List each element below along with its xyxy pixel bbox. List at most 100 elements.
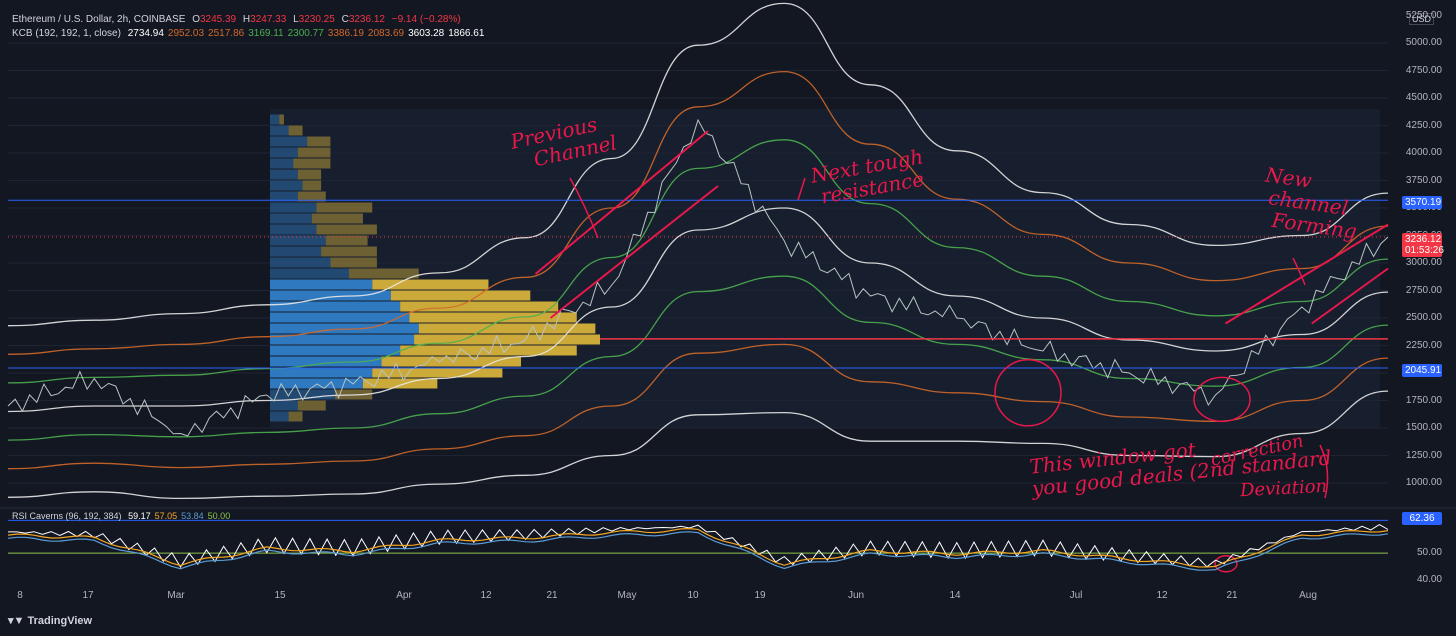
- kcb-lower-3: [7, 390, 1389, 500]
- volume-bar-up: [270, 136, 308, 147]
- price-tick-label: 3000.00: [1405, 257, 1442, 268]
- volume-bar-down: [297, 169, 322, 180]
- rsi-header: RSI Caverns (96, 192, 384) 59.17 57.05 53.…: [12, 511, 238, 521]
- kcb-value: 3386.19: [327, 28, 364, 39]
- time-tick-label: 21: [1226, 590, 1238, 601]
- high-value: H3247.33: [242, 14, 287, 25]
- volume-bar-up: [270, 312, 410, 323]
- level-high-badge: 3570.19: [1402, 196, 1442, 209]
- volume-bar-up: [270, 356, 382, 367]
- price-tick-label: 1500.00: [1405, 422, 1442, 433]
- volume-bar-up: [270, 169, 298, 180]
- arrow-previous: [569, 177, 599, 239]
- volume-bar-up: [270, 345, 401, 356]
- volume-bar-down: [372, 279, 489, 290]
- rsi-value: 50.00: [207, 511, 231, 521]
- price-tick-label: 5250.00: [1405, 9, 1442, 21]
- volume-bar-down: [325, 235, 368, 246]
- volume-bar-down: [381, 356, 521, 367]
- price-tick-label: 1250.00: [1405, 449, 1442, 461]
- price-tick-label: 4250.00: [1405, 119, 1442, 131]
- price-tick-label: 2250.00: [1405, 339, 1442, 351]
- kcb-value: 1866.61: [448, 28, 485, 39]
- volume-bar-down: [400, 301, 559, 312]
- rsi-value: 59.17: [128, 511, 151, 521]
- annotation-new-channel: New channel Forming: [1257, 162, 1359, 244]
- volume-bar-down: [279, 114, 284, 125]
- time-tick-label: Apr: [396, 590, 412, 601]
- rsi-value: 53.84: [181, 511, 204, 521]
- volume-bar-down: [316, 224, 377, 235]
- symbol-header: Ethereum / U.S. Dollar, 2h, COINBASE O32…: [12, 14, 465, 25]
- indicator-name[interactable]: KCB (192, 192, 1, close): [12, 28, 121, 39]
- time-tick-label: Jun: [847, 590, 865, 601]
- volume-bar-down: [297, 400, 326, 411]
- arrow-new: [1292, 257, 1306, 286]
- volume-bar-up: [270, 224, 317, 235]
- countdown: 01:53:26: [1405, 245, 1444, 256]
- volume-bar-down: [362, 378, 438, 389]
- volume-bar-down: [349, 268, 419, 279]
- volume-bar-up: [270, 235, 326, 246]
- volume-bar-down: [418, 323, 596, 334]
- symbol-title[interactable]: Ethereum / U.S. Dollar, 2h, COINBASE: [12, 14, 186, 25]
- price-tick-label: 2750.00: [1405, 284, 1442, 296]
- volume-bar-down: [409, 312, 577, 323]
- price-line: [7, 118, 1389, 437]
- price-tick-label: 1750.00: [1405, 394, 1442, 406]
- volume-bar-up: [270, 257, 331, 268]
- volume-bar-down: [390, 290, 531, 301]
- time-tick-label: 12: [480, 590, 492, 601]
- volume-bar-down: [302, 180, 322, 191]
- price-tick-label: 4000.00: [1405, 147, 1442, 158]
- kcb-value: 3603.28: [408, 28, 445, 39]
- open-value: O3245.39: [192, 14, 237, 25]
- brand-label: TradingView: [27, 615, 93, 627]
- volume-bar-up: [270, 180, 303, 191]
- new-channel-lower: [1311, 267, 1389, 325]
- volume-bar-up: [270, 191, 298, 202]
- tradingview-logo[interactable]: ▾▼ TradingView: [8, 614, 92, 627]
- volume-bar-down: [307, 136, 331, 147]
- deal-circle-1: [994, 359, 1062, 427]
- volume-bar-down: [400, 345, 577, 356]
- time-tick-label: 12: [1156, 590, 1168, 601]
- arrow-next: [797, 177, 806, 201]
- rsi-line-1: [7, 527, 1389, 568]
- annotation-deviation: Deviation: [1239, 475, 1328, 502]
- bracket-deviation: [1319, 444, 1329, 499]
- volume-bar-up: [270, 147, 298, 158]
- volume-bar-up: [270, 213, 312, 224]
- kcb-value: 2300.77: [287, 28, 324, 39]
- time-tick-label: 21: [546, 590, 558, 601]
- volume-bar-down: [297, 147, 331, 158]
- rsi-level-badge: 62.36: [1402, 512, 1442, 525]
- rsi-circle: [1214, 555, 1238, 573]
- rsi-value: 57.05: [154, 511, 178, 521]
- change-value: −9.14 (−0.28%): [391, 14, 461, 25]
- kcb-value: 2517.86: [208, 28, 245, 39]
- deal-circle-2: [1193, 376, 1251, 423]
- rsi-line-2: [7, 531, 1389, 571]
- time-tick-label: 19: [754, 590, 766, 601]
- previous-channel-lower: [549, 185, 719, 319]
- volume-bar-down: [288, 411, 303, 422]
- rsi-tick-label: 40.00: [1416, 573, 1442, 585]
- kcb-upper-2: [7, 70, 1389, 355]
- volume-bar-down: [321, 246, 377, 257]
- volume-bar-up: [270, 378, 363, 389]
- kcb-value: 2083.69: [367, 28, 405, 39]
- low-value: L3230.25: [293, 14, 335, 25]
- kcb-lower-2: [7, 343, 1389, 470]
- currency-label[interactable]: USD: [1409, 13, 1435, 25]
- level-low-badge: 2045.91: [1402, 364, 1442, 377]
- rsi-indicator-name[interactable]: RSI Caverns (96, 192, 384): [12, 511, 122, 521]
- new-channel-upper: [1224, 223, 1389, 325]
- tradingview-icon: ▾▼: [8, 615, 25, 627]
- volume-bar-down: [372, 367, 503, 378]
- volume-bar-down: [288, 125, 303, 136]
- price-tick-label: 5000.00: [1405, 37, 1442, 48]
- time-tick-label: May: [617, 590, 637, 601]
